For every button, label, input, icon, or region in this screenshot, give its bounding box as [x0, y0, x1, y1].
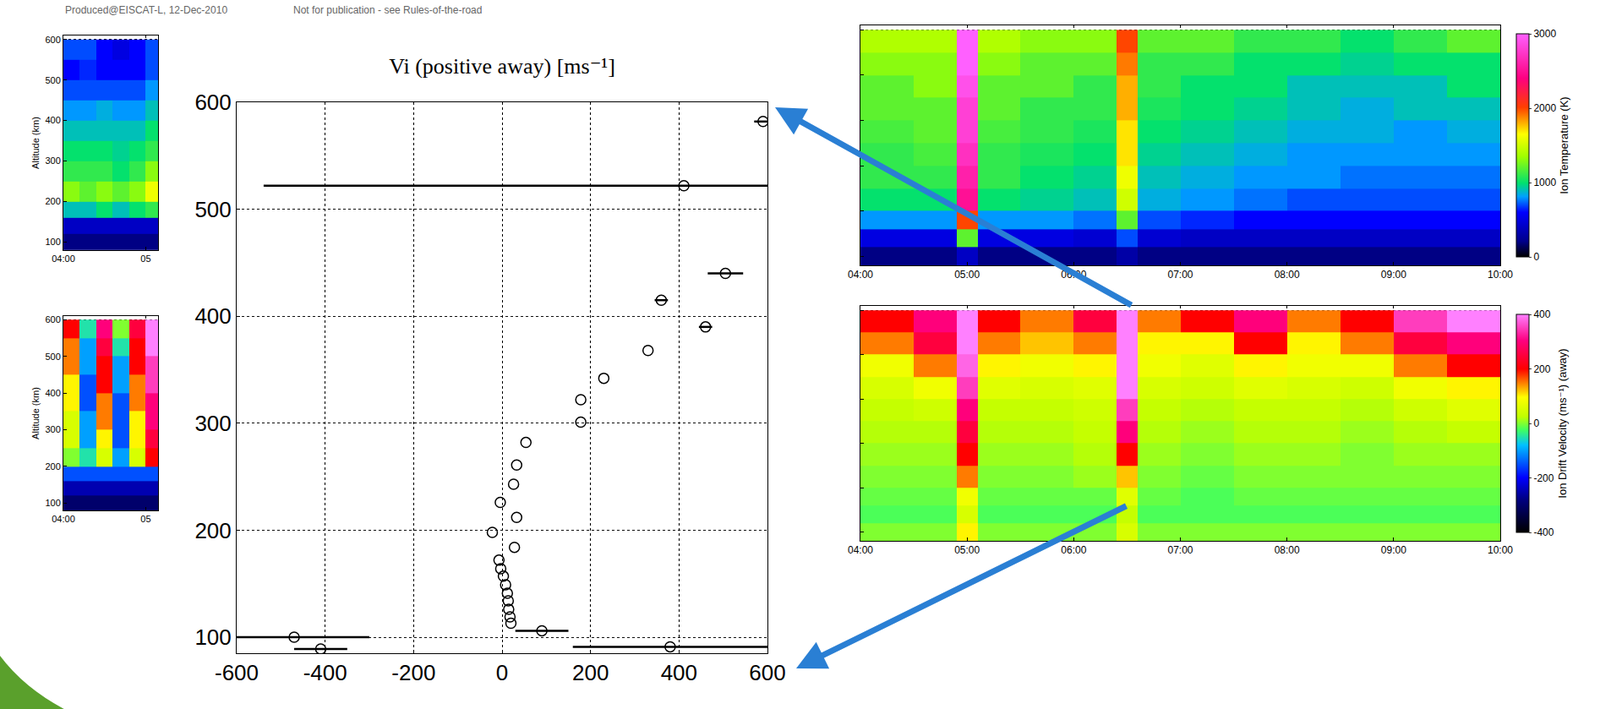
svg-text:500: 500: [44, 75, 61, 86]
svg-text:0: 0: [496, 660, 508, 686]
svg-text:10:00: 10:00: [1487, 268, 1513, 281]
svg-text:05:00: 05:00: [954, 544, 980, 557]
svg-text:500: 500: [194, 196, 231, 223]
svg-text:Produced@EISCAT-L, 12-Dec-2010: Produced@EISCAT-L, 12-Dec-2010: [65, 4, 228, 17]
svg-text:Vi (positive away) [ms⁻¹]: Vi (positive away) [ms⁻¹]: [388, 54, 616, 79]
svg-text:-200: -200: [391, 660, 436, 686]
svg-text:-600: -600: [214, 660, 259, 686]
svg-text:300: 300: [44, 155, 61, 166]
svg-text:1000: 1000: [1533, 176, 1557, 189]
svg-text:200: 200: [194, 518, 231, 544]
svg-text:600: 600: [44, 314, 61, 325]
svg-text:04:00: 04:00: [51, 513, 76, 525]
svg-text:0: 0: [1533, 251, 1540, 263]
svg-text:500: 500: [44, 351, 61, 362]
svg-text:2000: 2000: [1533, 102, 1557, 115]
svg-text:05: 05: [140, 513, 151, 525]
svg-text:300: 300: [194, 410, 231, 437]
svg-text:400: 400: [44, 387, 61, 399]
svg-text:04:00: 04:00: [847, 544, 874, 557]
svg-text:400: 400: [44, 114, 61, 126]
svg-text:09:00: 09:00: [1381, 544, 1407, 557]
svg-text:600: 600: [748, 660, 786, 686]
svg-text:-200: -200: [1533, 472, 1554, 485]
svg-text:400: 400: [1533, 308, 1551, 321]
svg-text:04:00: 04:00: [847, 268, 874, 281]
svg-text:600: 600: [44, 34, 61, 45]
svg-text:Ion Drift Velocity (ms⁻¹) (awa: Ion Drift Velocity (ms⁻¹) (away): [1556, 348, 1569, 498]
svg-text:05:00: 05:00: [954, 268, 980, 281]
svg-text:04:00: 04:00: [51, 253, 76, 264]
svg-text:100: 100: [194, 624, 231, 650]
svg-text:200: 200: [44, 196, 61, 207]
svg-text:100: 100: [44, 497, 61, 508]
svg-text:100: 100: [44, 236, 61, 247]
svg-text:08:00: 08:00: [1274, 268, 1300, 281]
svg-text:Not for publication - see Rule: Not for publication - see Rules-of-the-r…: [293, 4, 482, 17]
svg-text:09:00: 09:00: [1381, 268, 1407, 281]
svg-text:-400: -400: [303, 660, 348, 686]
svg-text:Altitude (km): Altitude (km): [30, 387, 41, 440]
svg-text:0: 0: [1533, 417, 1540, 430]
svg-text:06:00: 06:00: [1060, 544, 1087, 557]
svg-text:200: 200: [1533, 363, 1551, 376]
svg-text:3000: 3000: [1533, 27, 1557, 40]
svg-text:-400: -400: [1533, 526, 1554, 539]
svg-text:08:00: 08:00: [1274, 544, 1300, 557]
svg-text:600: 600: [194, 89, 231, 115]
svg-text:300: 300: [44, 424, 61, 435]
svg-text:Altitude (km): Altitude (km): [30, 116, 41, 170]
svg-text:10:00: 10:00: [1487, 544, 1513, 557]
svg-text:200: 200: [44, 461, 61, 472]
svg-text:06:00: 06:00: [1060, 268, 1087, 281]
svg-text:07:00: 07:00: [1167, 268, 1193, 281]
svg-text:400: 400: [660, 660, 698, 686]
svg-text:400: 400: [194, 303, 231, 329]
svg-text:05: 05: [140, 253, 151, 264]
svg-text:200: 200: [572, 660, 609, 686]
svg-text:Ion Temperature (K): Ion Temperature (K): [1557, 96, 1571, 194]
svg-text:07:00: 07:00: [1167, 544, 1193, 557]
